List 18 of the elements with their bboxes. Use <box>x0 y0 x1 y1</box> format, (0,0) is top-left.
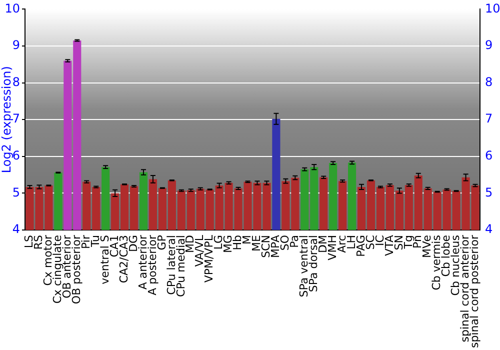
y-tick-label: 8 <box>12 74 20 89</box>
y-tick-label: 4 <box>12 222 20 236</box>
x-tick-label: spinal cord posterior <box>468 234 482 348</box>
y2-tick-label: 8 <box>485 74 493 89</box>
y2-tick-label: 5 <box>485 185 493 200</box>
y2-tick-label: 7 <box>485 112 493 126</box>
y-tick-label: 9 <box>12 38 20 52</box>
y-tick-label: 10 <box>4 1 20 16</box>
x-tick-label: IC <box>373 234 386 246</box>
y-tick-label: 6 <box>12 148 20 163</box>
y2-tick-label: 9 <box>485 38 493 52</box>
y2-tick-label: 6 <box>485 148 493 163</box>
y2-tick-label: 10 <box>485 1 500 16</box>
y-axis-title: Log2 (expression) <box>0 66 14 174</box>
y2-tick-label: 4 <box>485 222 493 236</box>
x-tick-label: DG <box>126 235 140 252</box>
y-tick-label: 5 <box>12 185 20 200</box>
y-tick-label: 7 <box>12 112 20 126</box>
